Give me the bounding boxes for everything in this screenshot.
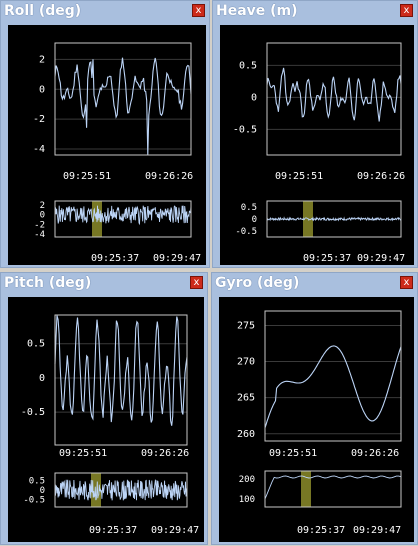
y-tick-label: 270 (237, 357, 255, 368)
x-time-label: 09:25:37 (303, 253, 351, 264)
x-time-label: 09:25:37 (297, 525, 345, 536)
data-trace (266, 67, 402, 122)
chart-area (219, 297, 414, 542)
pitch-charts: 0.50-0.509:25:51 09:26:260.50-0.509:25:37… (21, 314, 199, 536)
overview-frame (54, 472, 188, 508)
x-time-label: 09:26:26 (357, 171, 405, 182)
y-tick-label: -0.5 (233, 124, 257, 135)
overview-frame (266, 200, 402, 238)
plot-frame (54, 42, 192, 156)
y-tick-label: 275 (237, 320, 255, 331)
y-tick-label: 0 (251, 92, 257, 103)
x-time-label: 09:29:47 (151, 525, 199, 536)
x-time-label: 09:25:37 (89, 525, 137, 536)
overview-trace (54, 205, 192, 226)
y-tick-label: -2 (33, 114, 45, 125)
x-time-label: 09:25:37 (91, 253, 139, 264)
selection-window (301, 471, 311, 507)
y-tick-label: 200 (239, 475, 255, 485)
y-tick-label: 0 (40, 486, 45, 496)
y-tick-label: -0.5 (23, 495, 45, 505)
close-button[interactable]: x (400, 276, 413, 289)
y-tick-label: 0.5 (27, 339, 45, 350)
y-tick-label: 0 (252, 215, 257, 225)
chart-area (8, 25, 206, 265)
chart-area (8, 297, 204, 542)
close-button[interactable]: x (190, 276, 203, 289)
y-tick-label: 0 (39, 84, 45, 95)
y-tick-label: 0 (39, 373, 45, 384)
selection-window (91, 473, 101, 507)
x-time-label: 09:26:26 (141, 448, 189, 459)
data-trace (264, 345, 402, 428)
pitch-panel: Pitch (deg) x 0.5 0 -0.5 09:25:51 09:26:26 0.… (0, 272, 208, 545)
y-tick-label: 100 (239, 495, 255, 505)
y-tick-label: -4 (33, 144, 45, 155)
y-tick-label: -2 (34, 220, 45, 230)
x-time-label: 09:29:47 (153, 253, 201, 264)
panel-title: Roll (deg) (4, 3, 82, 19)
data-trace (54, 315, 188, 426)
y-tick-label: 0 (40, 211, 45, 221)
y-tick-label: 260 (237, 429, 255, 440)
y-tick-label: 0.5 (29, 477, 45, 487)
x-time-label: 09:26:26 (351, 448, 399, 459)
overview-trace (54, 479, 188, 501)
overview-frame (264, 470, 402, 508)
plot-frame (266, 42, 402, 156)
overview-trace (266, 216, 402, 222)
overview-trace (264, 475, 402, 500)
close-button[interactable]: x (192, 4, 205, 17)
overview-frame (54, 200, 192, 238)
x-time-label: 09:26:26 (145, 171, 193, 182)
x-time-label: 09:29:47 (357, 253, 405, 264)
y-tick-label: 2 (39, 54, 45, 65)
heave-charts: 0.5 0 -0.5 09:25:51 09:26:26 0.5 0 -0.5 09:25:37… (233, 42, 405, 264)
data-trace (54, 57, 192, 156)
y-tick-label: 265 (237, 393, 255, 404)
y-tick-label: -0.5 (235, 227, 257, 237)
panel-title: Heave (m) (216, 3, 298, 19)
x-time-label: 09:29:47 (353, 525, 401, 536)
y-tick-label: 0.5 (241, 203, 257, 213)
close-button[interactable]: x (400, 4, 413, 17)
x-time-label: 09:25:51 (59, 448, 107, 459)
x-time-label: 09:25:51 (63, 171, 111, 182)
y-tick-label: -0.5 (21, 407, 45, 418)
y-tick-label: 2 (40, 201, 45, 211)
gyro-panel: Gyro (deg) x 275 270 265 260 09:25:51 09:26:2… (211, 272, 418, 545)
roll-panel: Roll (deg) x 2 0 -2 -4 09:25:51 09:26:26 2 0 -2-… (0, 0, 210, 268)
plot-frame (264, 310, 402, 442)
plot-frame (54, 314, 188, 446)
x-time-label: 09:25:51 (275, 171, 323, 182)
panel-title: Pitch (deg) (4, 275, 92, 291)
y-tick-label: 0.5 (239, 60, 257, 71)
panel-title: Gyro (deg) (215, 275, 300, 291)
x-time-label: 09:25:51 (269, 448, 317, 459)
gyro-charts: 275 270 265 260 09:25:51 09:26:26 200 100 09:25:… (237, 310, 402, 536)
y-tick-label: -4 (34, 230, 45, 240)
heave-panel: Heave (m) x 0.5 0 -0.5 09:25:51 09:26:26 0.5 0… (212, 0, 418, 268)
